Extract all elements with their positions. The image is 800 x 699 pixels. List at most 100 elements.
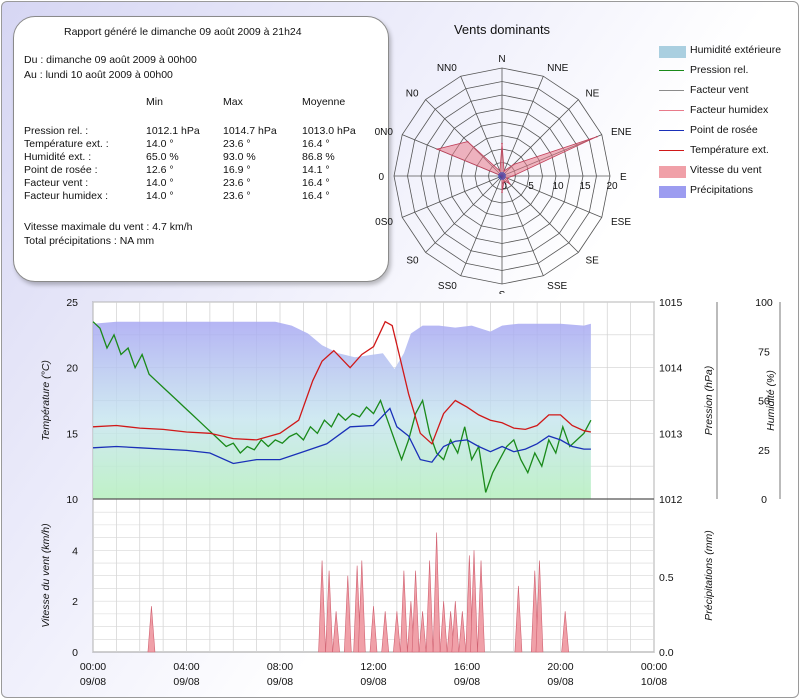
direction-label: E [620, 172, 627, 183]
y-tick-label: 25 [66, 297, 78, 309]
series-line [92, 321, 592, 493]
row-average: 14.1 ° [302, 164, 330, 176]
direction-label: NE [585, 89, 599, 100]
radar-spoke [402, 175, 503, 218]
wind-direction-point [466, 140, 469, 143]
direction-label: 0N0 [375, 127, 394, 138]
legend-item: Humidité extérieure [659, 44, 798, 58]
row-average: 86.8 % [302, 151, 335, 163]
wind-direction-point [512, 175, 514, 177]
row-average: 16.4 ° [302, 190, 330, 202]
y-tick-label: 0 [72, 647, 78, 659]
legend-swatch [659, 186, 686, 198]
wind-rose-chart: Vents dominants N NNE NE ENE E ESE SE SSE S SS0 S0 0… [375, 22, 632, 294]
wind-speed-spike [325, 570, 333, 653]
radar-spoke [501, 175, 579, 253]
direction-label: SE [585, 255, 599, 266]
row-max: 16.9 ° [223, 164, 251, 176]
report-period-from: Du : dimanche 09 août 2009 à 00h00 [24, 54, 197, 66]
x-tick-time-label: 20:00 [547, 661, 573, 673]
wind-speed-spike [381, 611, 390, 653]
row-min: 65.0 % [146, 151, 179, 163]
y-tick-label: 50 [758, 396, 770, 408]
legend-label: Facteur humidex [690, 104, 769, 116]
y-tick-label: 1014 [659, 363, 683, 375]
weather-timeseries-chart: 1015202510121013101410150255075100Tempér… [40, 297, 781, 688]
summary-report-box: Rapport généré le dimanche 09 août 2009 … [13, 16, 389, 282]
wind-direction-point [503, 180, 505, 182]
legend-label: Température ext. [690, 144, 769, 156]
wind-direction-point [501, 142, 503, 145]
y-axis-title: Pression (hPa) [703, 366, 715, 435]
legend-item: Pression rel. [659, 64, 798, 78]
wind-speed-spike [318, 560, 326, 653]
y-tick-label: 20 [66, 363, 78, 375]
wind-speed-spike [514, 585, 523, 653]
legend-swatch [659, 150, 684, 151]
wind-speed-spike [358, 560, 366, 653]
legend-swatch [659, 46, 686, 58]
y-tick-label: 1013 [659, 428, 683, 440]
legend-label: Humidité extérieure [690, 44, 782, 56]
x-tick-date-label: 09/08 [360, 676, 386, 688]
legend-swatch [659, 110, 684, 111]
y-tick-label: 2 [72, 596, 78, 608]
radial-tick-label: 5 [528, 181, 534, 192]
x-tick-time-label: 12:00 [360, 661, 386, 673]
radar-spoke [501, 175, 602, 218]
legend-swatch [659, 130, 684, 131]
direction-label: SSE [547, 281, 567, 292]
y-axis-title: Température (°C) [40, 360, 52, 441]
legend-item: Température ext. [659, 144, 798, 158]
max-wind-speed: Vitesse maximale du vent : 4.7 km/h [24, 221, 193, 233]
direction-label: 0S0 [375, 217, 393, 228]
legend-label: Point de rosée [690, 124, 758, 136]
wind-direction-point [503, 170, 505, 172]
direction-label: N [498, 54, 505, 65]
wind-speed-spike [343, 575, 352, 653]
legend-swatch [659, 70, 684, 71]
wind-speed-spike [147, 606, 156, 653]
radar-center [498, 172, 506, 180]
direction-label: NN0 [437, 63, 457, 74]
row-average: 16.4 ° [302, 177, 330, 189]
direction-label: S0 [406, 255, 419, 266]
column-header-average: Moyenne [302, 96, 346, 108]
radar-spoke [460, 76, 503, 177]
total-precipitation: Total précipitations : NA mm [24, 235, 155, 247]
y-tick-label: 1015 [659, 297, 683, 309]
row-label: Facteur humidex : [24, 190, 109, 202]
wind-speed-spike [470, 550, 478, 653]
direction-label: 0 [378, 172, 384, 183]
radar-spoke [460, 175, 503, 276]
wind-direction-point [499, 170, 501, 172]
y-axis-title: Vitesse du vent (km/h) [40, 523, 52, 627]
wind-speed-spike [332, 611, 340, 653]
x-tick-time-label: 04:00 [173, 661, 199, 673]
y-tick-label: 25 [758, 445, 770, 457]
wind-direction-point [512, 163, 515, 166]
report-period-to: Au : lundi 10 août 2009 à 00h00 [24, 69, 173, 81]
row-average: 16.4 ° [302, 138, 330, 150]
wind-speed-spike [400, 570, 408, 653]
chart-title: Vents dominants [454, 22, 551, 37]
radial-tick-label: 0 [501, 181, 507, 192]
legend-item: Précipitations [659, 184, 798, 198]
wind-speed-spike [561, 611, 570, 653]
column-header-max: Max [223, 96, 243, 108]
legend-label: Pression rel. [690, 64, 749, 76]
wind-speed-spike [535, 560, 544, 653]
legend-swatch [659, 166, 686, 178]
row-min: 14.0 ° [146, 190, 174, 202]
humidity-area [93, 321, 591, 499]
direction-label: SS0 [438, 281, 457, 292]
x-tick-time-label: 16:00 [454, 661, 480, 673]
radar-spoke [501, 99, 579, 177]
wind-speed-spike [393, 611, 401, 653]
wind-speed-spike [411, 570, 420, 653]
wind-direction-point [595, 135, 598, 138]
wind-direction-point [436, 148, 438, 150]
radar-spoke [425, 175, 503, 253]
wind-direction-point [508, 182, 511, 185]
row-label: Point de rosée : [24, 164, 98, 176]
